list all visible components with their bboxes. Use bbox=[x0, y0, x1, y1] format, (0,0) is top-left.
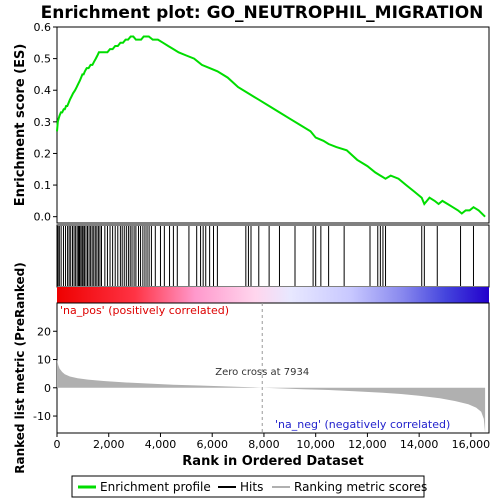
es-y-axis: 0.0 0.1 0.2 0.3 0.4 0.5 0.6 bbox=[34, 21, 57, 224]
neg-correlated-label: 'na_neg' (negatively correlated) bbox=[275, 418, 450, 431]
es-y-tick-label: 0.0 bbox=[34, 211, 52, 224]
es-panel: 0.0 0.1 0.2 0.3 0.4 0.5 0.6 Enrichment score (… bbox=[13, 21, 490, 224]
metric-y-tick-label: 0 bbox=[44, 382, 51, 395]
x-axis-label: Rank in Ordered Dataset bbox=[182, 454, 363, 469]
es-y-axis-label: Enrichment score (ES) bbox=[13, 44, 28, 207]
metric-panel-frame bbox=[56, 302, 490, 434]
metric-panel: -10 0 10 20 Zero cross at 7934 'na_pos' (po… bbox=[13, 262, 490, 474]
x-tick-label: 4,000 bbox=[145, 438, 177, 451]
es-y-tick-label: 0.4 bbox=[34, 84, 52, 97]
pos-correlated-label: 'na_pos' (positively correlated) bbox=[60, 304, 229, 317]
zero-cross-label: Zero cross at 7934 bbox=[215, 367, 309, 378]
metric-y-tick-label: 10 bbox=[37, 354, 51, 367]
x-tick-label: 0 bbox=[54, 438, 61, 451]
x-axis: 0 2,000 4,000 6,000 8,000 10,000 12,000 14,000 1… bbox=[54, 433, 491, 451]
legend-label-enrichment: Enrichment profile bbox=[100, 480, 211, 494]
hits-panel bbox=[56, 224, 490, 288]
es-line bbox=[56, 35, 486, 218]
x-tick-label: 2,000 bbox=[93, 438, 125, 451]
hits-panel-frame bbox=[56, 224, 490, 288]
x-tick-label: 16,000 bbox=[452, 438, 491, 451]
x-tick-label: 8,000 bbox=[248, 438, 280, 451]
rank-color-bar bbox=[57, 287, 489, 303]
chart-title: Enrichment plot: GO_NEUTROPHIL_MIGRATION bbox=[41, 3, 484, 23]
es-y-tick-label: 0.5 bbox=[34, 53, 52, 66]
x-tick-label: 12,000 bbox=[348, 438, 387, 451]
x-tick-label: 14,000 bbox=[400, 438, 439, 451]
legend: Enrichment profile Hits Ranking metric s… bbox=[71, 475, 427, 498]
es-y-tick-label: 0.6 bbox=[34, 21, 52, 34]
metric-y-axis: -10 0 10 20 bbox=[33, 325, 57, 423]
es-panel-frame bbox=[56, 26, 490, 224]
es-y-tick-label: 0.1 bbox=[34, 179, 52, 192]
metric-y-tick-label: 20 bbox=[37, 325, 51, 338]
legend-frame bbox=[71, 475, 425, 498]
legend-label-hits: Hits bbox=[240, 480, 263, 494]
x-tick-label: 6,000 bbox=[196, 438, 228, 451]
metric-y-tick-label: -10 bbox=[33, 410, 51, 423]
metric-y-axis-label: Ranked list metric (PreRanked) bbox=[13, 262, 27, 474]
es-y-tick-label: 0.2 bbox=[34, 147, 52, 160]
legend-label-metric: Ranking metric scores bbox=[294, 480, 427, 494]
hit-markers bbox=[57, 226, 474, 286]
es-y-tick-label: 0.3 bbox=[34, 116, 52, 129]
x-tick-label: 10,000 bbox=[296, 438, 335, 451]
